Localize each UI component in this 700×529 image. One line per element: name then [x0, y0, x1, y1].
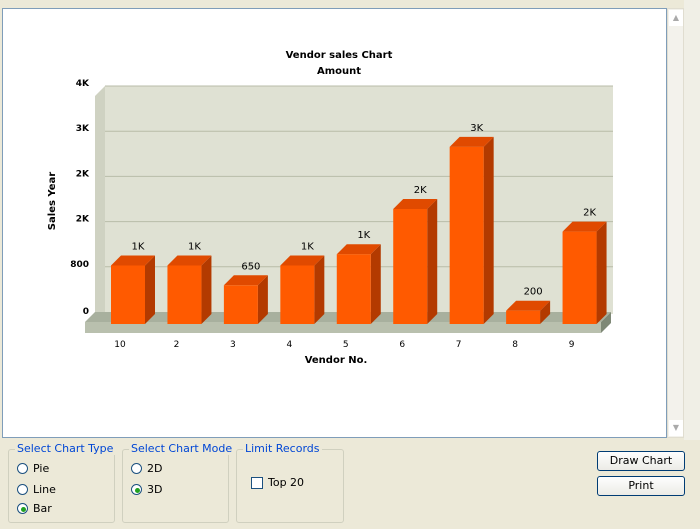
- vendor-sales-chart: Vendor sales Chart Amount Sales Year Ven…: [47, 50, 613, 366]
- bar: [336, 254, 371, 324]
- bar-radio[interactable]: [17, 503, 28, 514]
- chart-mode-3d-option[interactable]: 3D: [131, 483, 162, 496]
- bar-top: [336, 244, 381, 255]
- chart-type-line-option[interactable]: Line: [17, 483, 56, 496]
- pie-label: Pie: [33, 462, 50, 475]
- data-label: 2K: [583, 208, 596, 219]
- y-tick-label: 3K: [76, 124, 90, 134]
- bar: [223, 285, 258, 324]
- x-tick-label: 4: [286, 340, 292, 350]
- x-axis-label: Vendor No.: [305, 355, 368, 366]
- chart-type-pie-option[interactable]: Pie: [17, 462, 49, 475]
- bar-top: [506, 300, 551, 311]
- bar-side: [257, 275, 268, 324]
- bar-side: [314, 255, 325, 324]
- bar-top: [223, 275, 268, 286]
- y-tick-label: 0: [83, 307, 89, 317]
- y-tick-label: 2K: [76, 215, 90, 225]
- chart-panel: Vendor sales Chart Amount Sales Year Ven…: [2, 8, 667, 438]
- y-tick-label: 800: [70, 260, 89, 270]
- vertical-scrollbar[interactable]: ▲ ▼: [667, 8, 684, 438]
- plot-area: 0 800 2K 2K 3K 4K 1K 10 1K 2 650 3 1K 4 1K 5 2K 6 3K 7 200 8 2…: [70, 79, 613, 350]
- pie-radio[interactable]: [17, 463, 28, 474]
- bar-side: [596, 221, 607, 324]
- line-label: Line: [33, 483, 56, 496]
- bar-top: [449, 136, 494, 147]
- chart-type-group: Select Chart Type Pie Line Bar: [8, 442, 116, 523]
- window-edge: [684, 0, 700, 440]
- bar: [562, 231, 597, 324]
- bar-side: [540, 300, 551, 324]
- 2d-radio[interactable]: [131, 463, 142, 474]
- bar: [167, 265, 202, 324]
- data-label: 2K: [414, 185, 427, 196]
- chart-subtitle: Amount: [317, 66, 361, 77]
- plot-floor-front: [85, 322, 601, 333]
- y-axis-label: Sales Year: [47, 172, 58, 230]
- bar-side: [201, 255, 212, 324]
- chart-mode-2d-option[interactable]: 2D: [131, 462, 162, 475]
- bar: [449, 146, 484, 324]
- data-label: 1K: [301, 242, 314, 253]
- limit-records-group-title: Limit Records: [243, 442, 322, 455]
- bar: [111, 265, 145, 324]
- data-label: 1K: [357, 230, 370, 241]
- print-button[interactable]: Print: [597, 476, 685, 496]
- bar: [506, 310, 541, 324]
- bar-label: Bar: [33, 502, 52, 515]
- data-label: 200: [524, 287, 543, 298]
- draw-chart-button[interactable]: Draw Chart: [597, 451, 685, 471]
- x-tick-label: 8: [512, 340, 518, 350]
- x-tick-label: 9: [569, 340, 575, 350]
- 2d-label: 2D: [147, 462, 163, 475]
- chart-title: Vendor sales Chart: [286, 50, 393, 61]
- x-tick-label: 2: [174, 340, 180, 350]
- line-radio[interactable]: [17, 484, 28, 495]
- limit-records-group: Limit Records Top 20: [236, 442, 344, 523]
- bar-side: [483, 136, 494, 324]
- bar-top: [393, 199, 438, 209]
- top20-option[interactable]: Top 20: [251, 476, 304, 489]
- y-tick-label: 4K: [76, 79, 90, 89]
- plot-side-wall: [95, 86, 105, 324]
- x-tick-label: 6: [399, 340, 405, 350]
- bar-side: [427, 199, 438, 324]
- 3d-radio[interactable]: [131, 484, 142, 495]
- bar-top: [562, 221, 607, 232]
- top20-checkbox[interactable]: [251, 476, 263, 489]
- bar-top: [280, 255, 325, 266]
- scroll-down-arrow-icon[interactable]: ▼: [669, 420, 683, 436]
- bar-top: [111, 255, 155, 266]
- top20-label: Top 20: [268, 476, 305, 489]
- plot-floor-side: [601, 312, 611, 333]
- chart-mode-group-title: Select Chart Mode: [129, 442, 235, 455]
- bar-side: [145, 255, 155, 324]
- data-label: 650: [241, 261, 260, 272]
- bar: [393, 209, 428, 324]
- chart-mode-group: Select Chart Mode 2D 3D: [122, 442, 235, 523]
- chart-type-bar-option[interactable]: Bar: [17, 502, 52, 515]
- chart-type-group-title: Select Chart Type: [15, 442, 116, 455]
- bar-top: [167, 255, 212, 266]
- x-tick-label: 3: [230, 340, 236, 350]
- x-tick-label: 5: [343, 340, 349, 350]
- bar: [280, 265, 315, 324]
- y-tick-label: 2K: [76, 169, 90, 179]
- bar-side: [370, 244, 381, 324]
- 3d-label: 3D: [147, 483, 163, 496]
- x-tick-label: 7: [456, 340, 462, 350]
- data-label: 1K: [188, 242, 201, 253]
- scroll-up-arrow-icon[interactable]: ▲: [669, 10, 683, 26]
- data-label: 1K: [132, 242, 145, 253]
- x-tick-label: 10: [114, 340, 126, 350]
- data-label: 3K: [470, 123, 483, 134]
